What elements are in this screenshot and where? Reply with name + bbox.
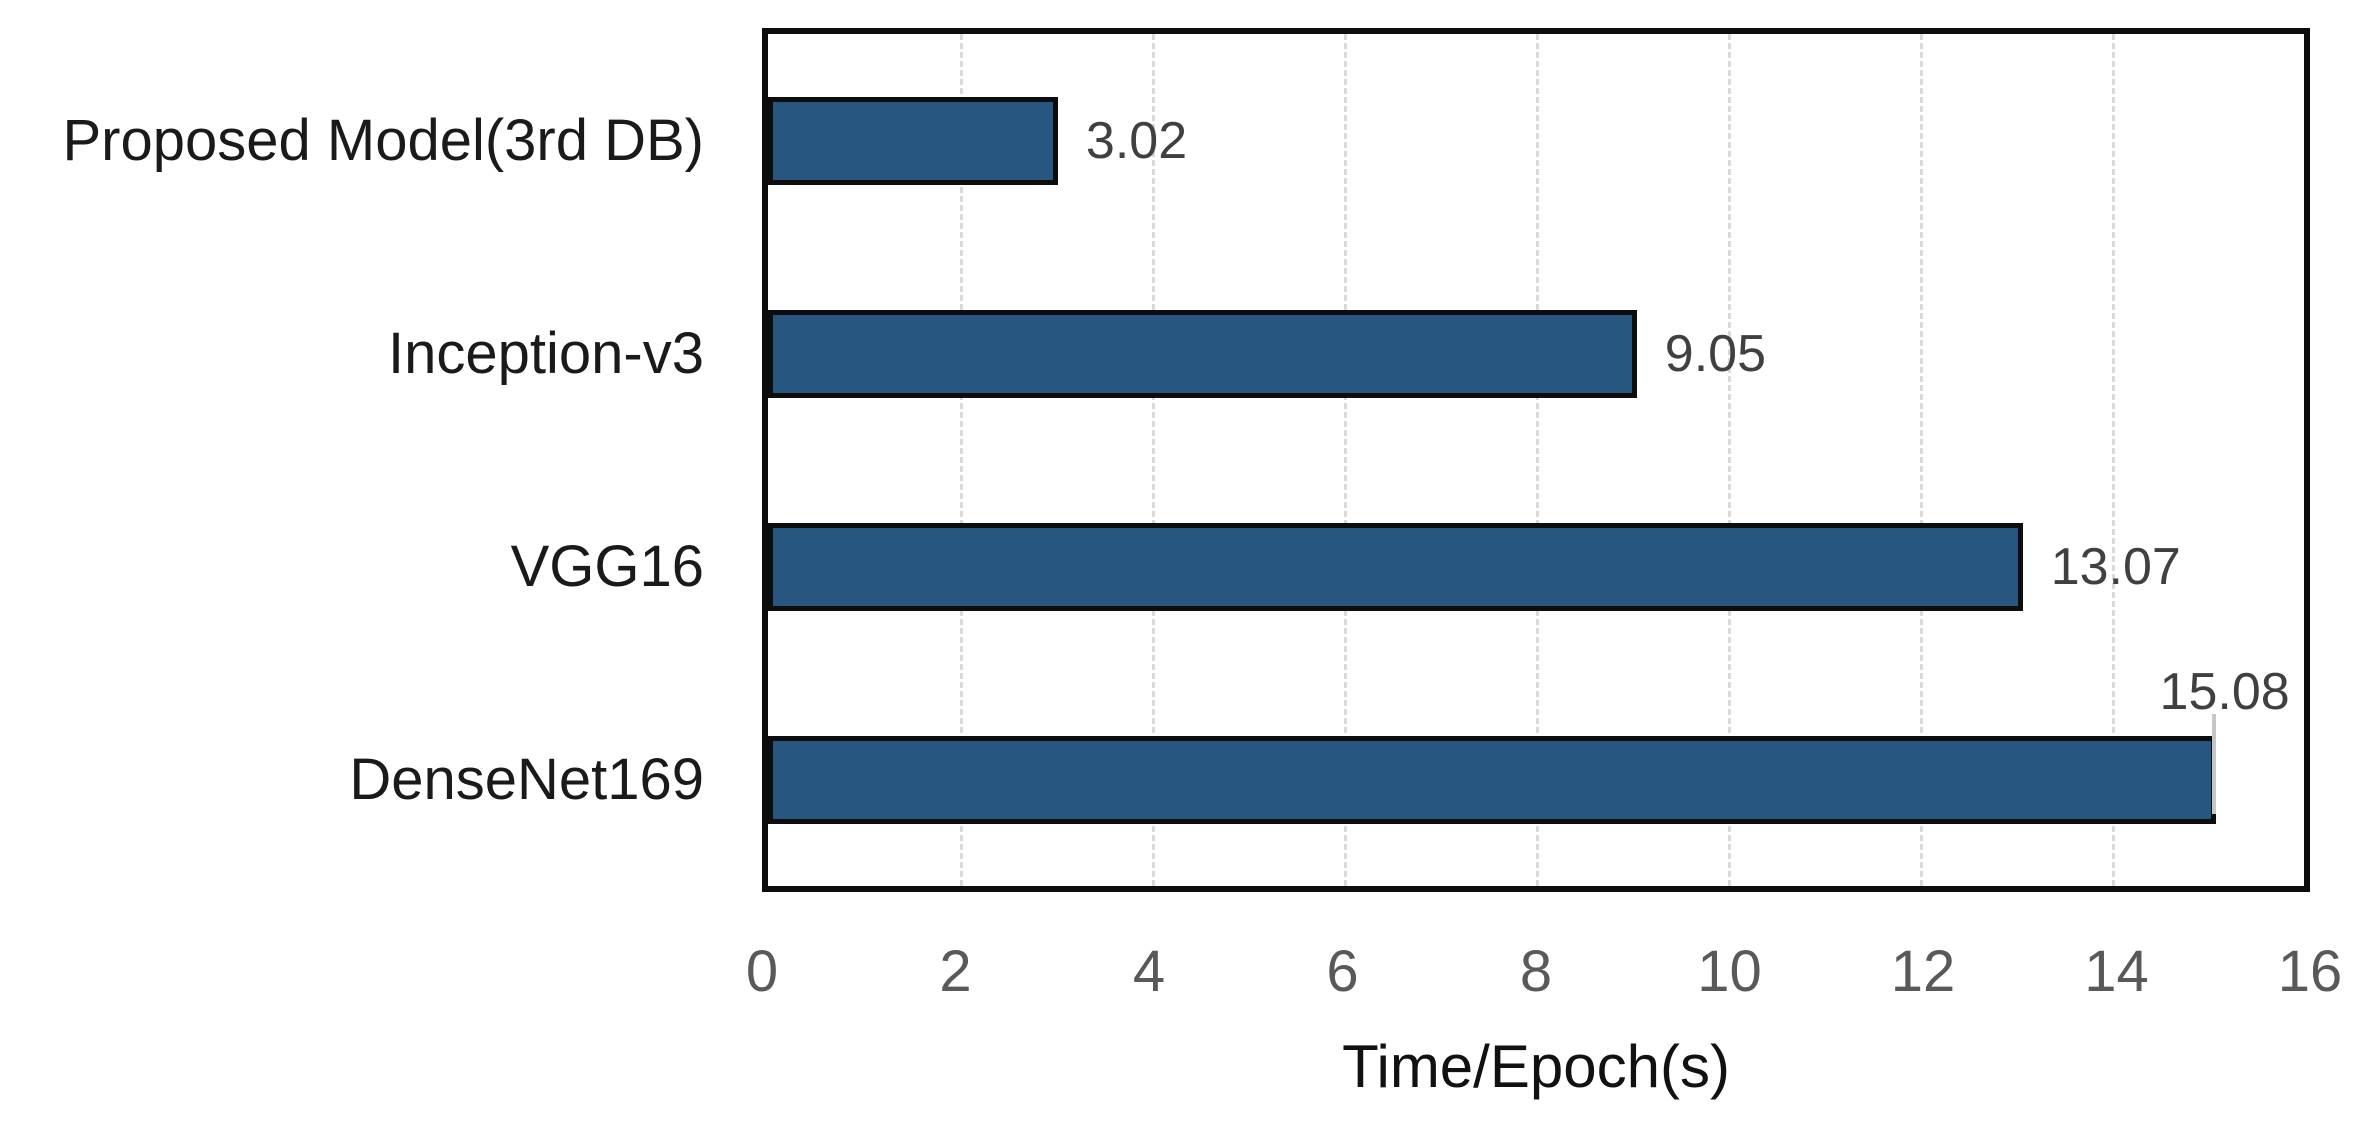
x-tick-label: 2 — [939, 939, 972, 1004]
gridline — [1920, 34, 1923, 886]
gridline — [960, 34, 963, 886]
x-tick-label: 12 — [1890, 939, 1956, 1004]
bar-row: 3.02 — [768, 34, 2304, 247]
x-tick-label: 10 — [1697, 939, 1762, 1004]
bar-row: 13.07 — [768, 460, 2304, 673]
bar-row: 9.05 — [768, 247, 2304, 460]
gridline — [2112, 34, 2115, 886]
value-label: 13.07 — [2050, 537, 2181, 596]
y-axis-category-labels: Proposed Model(3rd DB) Inception-v3 VGG1… — [0, 34, 704, 886]
gridline — [1152, 34, 1155, 886]
bar-vgg16 — [768, 522, 2023, 611]
gridline — [1728, 34, 1731, 886]
bar-inception-v3 — [768, 309, 1637, 398]
bar-densenet169 — [768, 735, 2216, 824]
x-tick-label: 14 — [2084, 939, 2149, 1004]
x-tick-label: 8 — [1519, 939, 1553, 1004]
x-tick-label: 0 — [745, 939, 779, 1004]
plot-area: 3.02 9.05 13.07 15.08 — [762, 28, 2310, 892]
x-tick-label: 16 — [2277, 939, 2343, 1004]
gridlines — [768, 34, 2304, 886]
bar-proposed-model — [768, 96, 1058, 185]
x-axis-tick-labels: 0 2 4 6 8 10 12 14 16 — [746, 938, 2342, 1010]
value-label: 9.05 — [1664, 324, 1767, 383]
gridline — [1344, 34, 1347, 886]
category-label-inception-v3: Inception-v3 — [388, 321, 704, 386]
category-label-densenet169: DenseNet169 — [349, 747, 704, 812]
value-label: 3.02 — [1085, 111, 1188, 170]
x-tick-label: 4 — [1132, 939, 1166, 1004]
value-label: 15.08 — [2159, 663, 2290, 721]
bar-row: 15.08 — [768, 663, 2304, 886]
data-label-leader-line — [2211, 713, 2216, 814]
category-label-proposed-model: Proposed Model(3rd DB) — [62, 108, 704, 173]
gridline — [1536, 34, 1539, 886]
category-label-vgg16: VGG16 — [510, 534, 704, 599]
x-axis-title: Time/Epoch(s) — [1342, 1033, 1730, 1100]
x-tick-label: 6 — [1326, 939, 1359, 1004]
